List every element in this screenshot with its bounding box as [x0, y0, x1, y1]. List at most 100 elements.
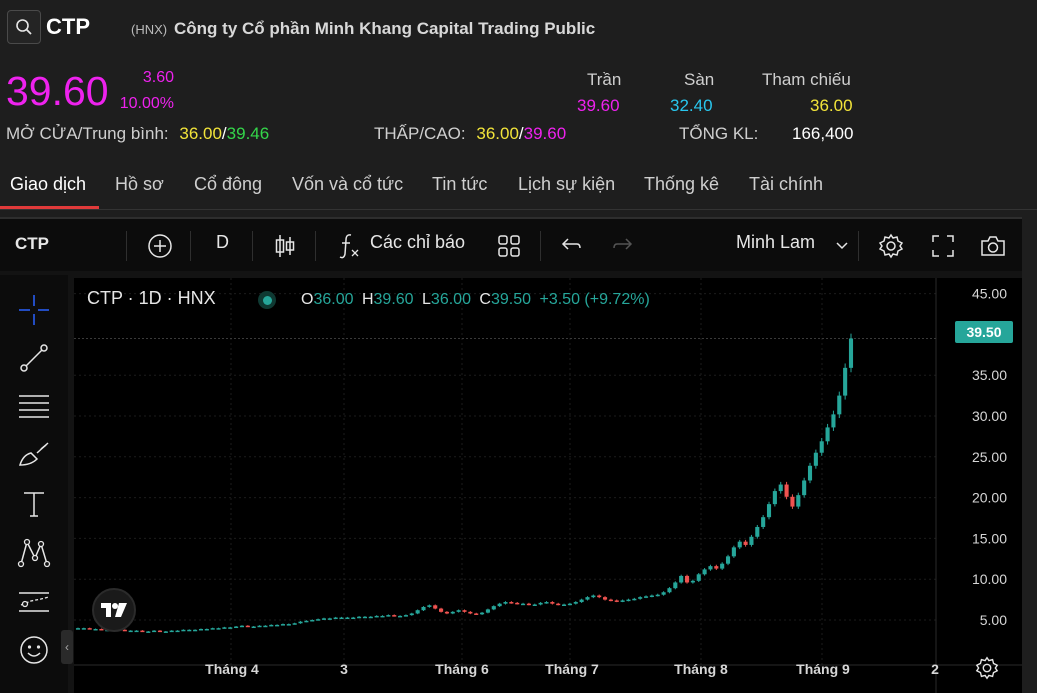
candle-body — [702, 569, 707, 575]
divider — [315, 231, 316, 261]
layouts-button[interactable] — [494, 231, 524, 261]
tab-capital-dividends[interactable]: Vốn và cổ tức — [292, 174, 404, 194]
x-tick-label: Tháng 9 — [796, 661, 850, 677]
tab-profile[interactable]: Hồ sơ — [115, 174, 164, 194]
candle-body — [597, 595, 602, 598]
candle-body — [321, 618, 327, 620]
settings-button[interactable] — [876, 231, 906, 261]
candle-body — [398, 615, 403, 618]
tab-news[interactable]: Tin tức — [432, 174, 488, 194]
status-dot-icon — [258, 291, 276, 309]
sticker-tool[interactable] — [14, 630, 54, 670]
chart-type-button[interactable] — [270, 231, 300, 261]
close-key: C — [479, 291, 491, 308]
tab-financials[interactable]: Tài chính — [749, 174, 824, 194]
candle-body — [87, 628, 92, 630]
brush-icon — [18, 442, 49, 466]
compare-add-button[interactable] — [145, 231, 175, 261]
candle-body — [210, 628, 215, 630]
candle-body — [562, 604, 567, 606]
candle-body — [99, 628, 104, 631]
y-tick-label: 20.00 — [972, 490, 1007, 506]
axis-settings-button[interactable] — [974, 655, 1000, 681]
collapse-toolbar-button[interactable]: ‹ — [61, 630, 73, 664]
tab-events[interactable]: Lịch sự kiện — [518, 174, 616, 194]
interval-selector[interactable]: D — [216, 232, 229, 252]
company-name: Công ty Cổ phần Minh Khang Capital Tradi… — [174, 19, 596, 38]
low-high-label: THẤP/CAO: — [374, 124, 466, 143]
tradingview-logo[interactable] — [92, 588, 136, 632]
fullscreen-button[interactable] — [928, 231, 958, 261]
candle-body — [339, 617, 344, 620]
x-tick-label: 3 — [340, 661, 348, 677]
candle-body — [521, 603, 526, 606]
candle-body — [163, 631, 168, 633]
crosshair-tool[interactable] — [14, 290, 54, 330]
candle-body — [386, 615, 391, 617]
candle-body — [790, 496, 795, 507]
trend-line-tool[interactable] — [14, 338, 54, 378]
change-readout: +3.50 (+9.72%) — [539, 291, 650, 308]
pattern-tool[interactable] — [14, 532, 54, 572]
undo-button[interactable] — [556, 231, 586, 261]
x-tick-label: Tháng 4 — [205, 661, 259, 677]
gear-icon — [975, 656, 999, 680]
candle-body — [93, 628, 98, 631]
candle-body — [450, 611, 455, 614]
chart-plot-area[interactable]: 45.00 35.00 30.00 25.00 20.00 15.00 10.00 5.00 T… — [74, 278, 1022, 693]
candle-body — [257, 625, 262, 628]
fib-tool[interactable] — [14, 386, 54, 426]
candle-body — [556, 603, 561, 606]
candle-body — [333, 617, 338, 620]
theme-dropdown[interactable] — [827, 231, 857, 261]
ceiling-label: Trần — [587, 70, 622, 89]
candle-body — [146, 631, 151, 633]
candle-body — [351, 617, 356, 620]
candle-body — [304, 620, 309, 623]
candle-body — [843, 367, 848, 396]
x-tick-label: 2 — [931, 661, 939, 677]
indicators-icon-wrap[interactable] — [334, 231, 364, 261]
candle-body — [819, 441, 824, 453]
candle-body — [392, 615, 397, 617]
candlestick-icon — [275, 235, 295, 257]
chart-toolbar: CTP D Các chỉ báo Minh Lam — [0, 219, 1022, 271]
candle-body — [140, 630, 145, 633]
indicators-button[interactable]: Các chỉ báo — [370, 232, 466, 252]
camera-icon — [981, 236, 1005, 256]
candle-body — [526, 603, 531, 606]
text-tool[interactable] — [14, 484, 54, 524]
brush-tool[interactable] — [14, 434, 54, 474]
tab-statistics[interactable]: Thống kê — [644, 174, 720, 194]
candle-body — [269, 624, 274, 627]
floor-label: Sàn — [684, 70, 715, 89]
search-button[interactable] — [7, 10, 41, 44]
candle-body — [193, 629, 198, 632]
candle-body — [778, 484, 783, 492]
candle-body — [532, 604, 537, 606]
forecast-tool[interactable] — [14, 582, 54, 622]
snapshot-button[interactable] — [978, 231, 1008, 261]
candle-body — [380, 615, 385, 618]
candle-body — [474, 613, 479, 615]
separator: / — [221, 124, 227, 143]
redo-button[interactable] — [608, 231, 638, 261]
candle-body — [766, 504, 772, 518]
candle-body — [620, 600, 625, 602]
symbol-selector[interactable]: CTP — [15, 234, 49, 253]
candle-body — [614, 600, 619, 602]
candle-body — [714, 566, 719, 569]
candle-body — [761, 517, 766, 527]
gear-icon — [878, 233, 904, 259]
candle-body — [837, 395, 842, 415]
candle-body — [216, 628, 221, 630]
candle-body — [251, 626, 256, 629]
candle-body — [362, 616, 367, 619]
divider — [126, 231, 127, 261]
candle-body — [743, 541, 748, 545]
tab-shareholders[interactable]: Cổ đông — [194, 174, 263, 194]
candle-body — [403, 615, 408, 617]
tab-trading[interactable]: Giao dịch — [10, 174, 87, 194]
theme-selector[interactable]: Minh Lam — [736, 232, 816, 252]
candle-body — [673, 582, 678, 589]
